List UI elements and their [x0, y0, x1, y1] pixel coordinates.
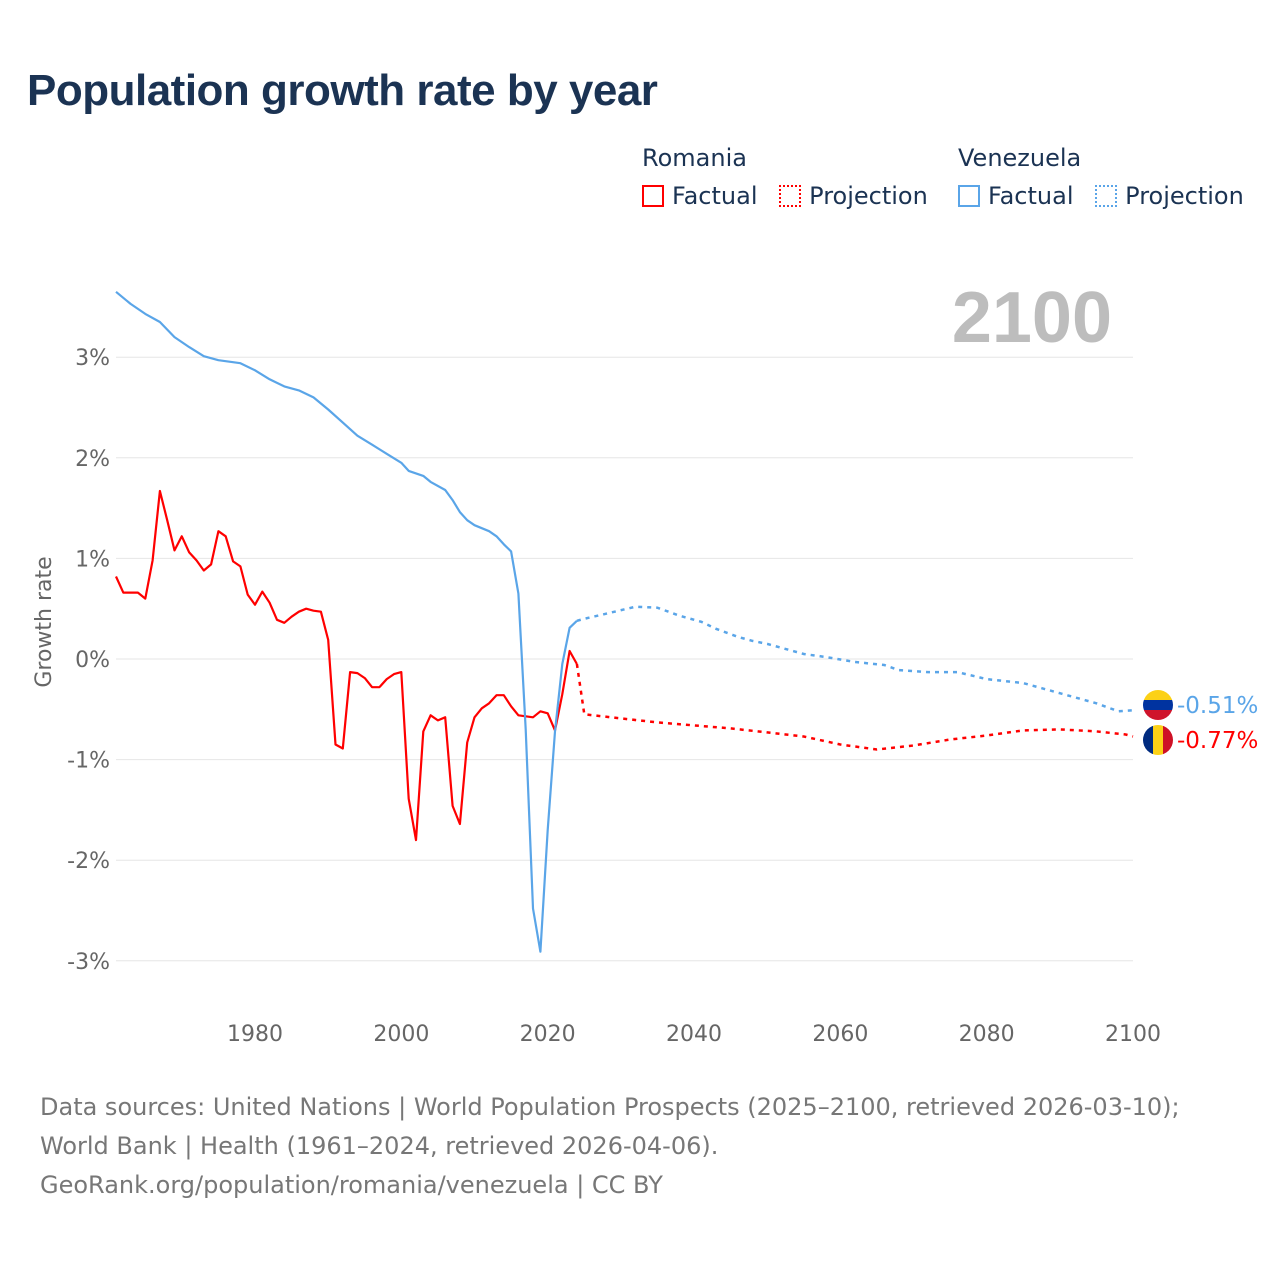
legend-venezuela-factual[interactable]: Factual [958, 182, 1074, 210]
legend-group-name: Romania [642, 144, 747, 172]
romania-projection-line [575, 663, 1134, 751]
y-tick-label: -3% [67, 950, 110, 975]
x-tick-label: 2080 [959, 1022, 1015, 1047]
romania-factual-line [114, 489, 578, 842]
legend-label: Projection [1125, 182, 1244, 210]
y-tick-label: 1% [75, 547, 110, 572]
credit-link[interactable]: GeoRank.org/population/romania/venezuela… [40, 1171, 663, 1199]
venezuela-end-label: -0.51% [1177, 693, 1258, 719]
y-tick-label: 3% [75, 346, 110, 371]
venezuela-factual-line [115, 290, 578, 953]
year-label: 2100 [952, 278, 1112, 358]
y-tick-label: 2% [75, 447, 110, 472]
solid-swatch-icon [642, 185, 664, 207]
legend-romania-projection[interactable]: Projection [779, 182, 928, 210]
x-tick-label: 1980 [227, 1022, 283, 1047]
x-tick-label: 2000 [373, 1022, 429, 1047]
x-tick-label: 2040 [666, 1022, 722, 1047]
x-tick-label: 2020 [520, 1022, 576, 1047]
legend-label: Factual [672, 182, 758, 210]
dotted-swatch-icon [1095, 185, 1118, 207]
y-tick-label: -1% [67, 749, 110, 774]
y-tick-label: 0% [75, 648, 110, 673]
y-axis-label: Growth rate [32, 556, 57, 687]
legend-group-name: Venezuela [958, 144, 1082, 172]
romania-flag-icon [1143, 725, 1173, 755]
legend-label: Factual [988, 182, 1074, 210]
venezuela-flag-icon [1143, 690, 1173, 720]
footer: Data sources: United Nations | World Pop… [40, 1088, 1240, 1205]
romania-end-label: -0.77% [1177, 728, 1258, 754]
x-tick-label: 2060 [812, 1022, 868, 1047]
x-tick-label: 2100 [1105, 1022, 1161, 1047]
legend-romania-factual[interactable]: Factual [642, 182, 758, 210]
legend-label: Projection [809, 182, 928, 210]
solid-swatch-icon [958, 185, 980, 207]
dotted-swatch-icon [779, 185, 802, 207]
legend-romania: Romania Factual Projection [642, 144, 942, 213]
legend-venezuela-projection[interactable]: Projection [1095, 182, 1244, 210]
chart-title: Population growth rate by year [27, 66, 658, 115]
legend-venezuela: Venezuela Factual Projection [958, 144, 1258, 213]
y-tick-label: -2% [67, 849, 110, 874]
data-sources: Data sources: United Nations | World Pop… [40, 1093, 1180, 1160]
